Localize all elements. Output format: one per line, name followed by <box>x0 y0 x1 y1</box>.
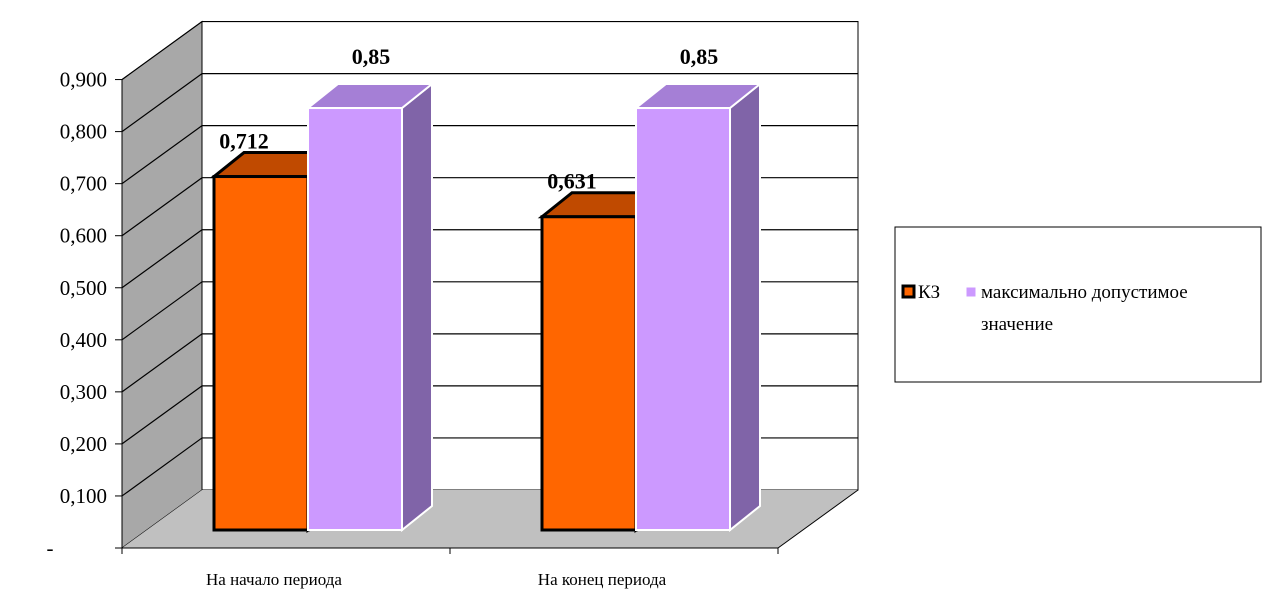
y-tick-label: 0,400 <box>60 328 107 352</box>
legend-label-max-line2: значение <box>981 314 1053 335</box>
legend-label-max-line1: максимально допустимое <box>981 282 1188 303</box>
legend-label-kz: КЗ <box>918 282 940 303</box>
x-category-label: На конец периода <box>538 570 667 589</box>
y-tick-label: 0,100 <box>60 484 107 508</box>
bar-front <box>307 107 403 531</box>
y-tick-label: 0,700 <box>60 172 107 196</box>
legend-swatch-kz <box>901 284 916 299</box>
gridline-side <box>121 281 203 341</box>
bar-front <box>540 215 638 532</box>
bar-front <box>635 107 731 531</box>
bar-front <box>212 175 310 532</box>
legend-box <box>894 226 1262 383</box>
bar-side <box>401 81 433 533</box>
y-tick-label: 0,900 <box>60 68 107 92</box>
x-category-labels: На начало периода На конец периода <box>206 570 667 589</box>
gridline-side <box>121 177 203 237</box>
axes <box>115 79 859 554</box>
bar-max-allowed <box>633 81 763 533</box>
legend: КЗ максимально допустимое значение <box>894 226 1262 383</box>
data-label: 0,631 <box>547 169 597 194</box>
y-tick-label: 0,300 <box>60 380 107 404</box>
bar-max-allowed <box>305 81 435 533</box>
gridline-side <box>121 73 203 133</box>
y-tick-label: 0,800 <box>60 120 107 144</box>
data-label: 0,85 <box>352 44 391 69</box>
side-wall <box>121 20 203 549</box>
y-tick-label: - <box>47 536 54 560</box>
gridline-side <box>121 229 203 289</box>
x-category-label: На начало периода <box>206 570 342 589</box>
bar-side <box>729 81 761 533</box>
y-tick-label: 0,500 <box>60 276 107 300</box>
y-tick-label: 0,600 <box>60 224 107 248</box>
floor-edge <box>777 489 859 549</box>
gridline-side <box>121 385 203 445</box>
data-label: 0,712 <box>219 129 269 154</box>
gridline-side <box>121 437 203 497</box>
y-tick-labels: - 0,100 0,200 0,300 0,400 0,500 0,600 0,700 0,80… <box>47 68 108 560</box>
legend-swatch-max <box>965 286 977 298</box>
gridline-side <box>121 125 203 185</box>
bars <box>209 81 763 534</box>
data-labels: 0,712 0,85 0,631 0,85 <box>219 44 718 194</box>
data-label: 0,85 <box>680 44 719 69</box>
gridline-side <box>121 21 203 81</box>
y-tick-label: 0,200 <box>60 432 107 456</box>
gridline-side <box>121 333 203 393</box>
